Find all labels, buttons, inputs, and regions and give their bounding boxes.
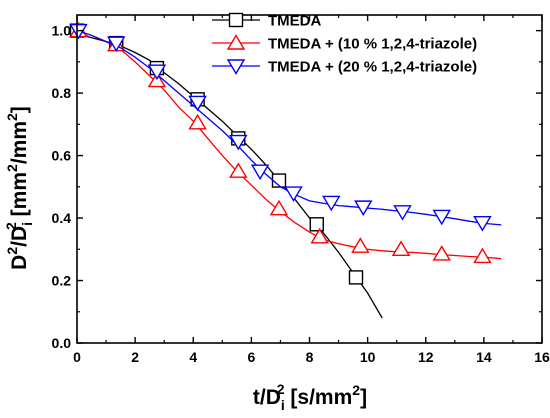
data-point — [473, 247, 492, 264]
x-tick-label: 10 — [360, 349, 376, 365]
data-point — [354, 200, 373, 216]
data-point — [393, 205, 412, 221]
data-point — [188, 113, 207, 130]
data-point — [322, 195, 341, 212]
data-point — [284, 186, 303, 202]
legend-item: TMEDA + (10 % 1,2,4-triazole) — [212, 34, 477, 53]
legend-marker — [228, 12, 244, 28]
y-tick-label: 0.4 — [52, 210, 72, 226]
axis-ticks: 0 2 4 6 8 10 12 14 16 0.0 0.2 0.4 0.6 0.8 1.0 — [52, 15, 550, 365]
x-tick-label: 2 — [131, 349, 139, 365]
legend-label: TMEDA + (10 % 1,2,4-triazole) — [268, 36, 477, 53]
x-tick-label: 4 — [189, 349, 197, 365]
series-2 — [69, 23, 502, 232]
y-tick-label: 0.2 — [52, 273, 72, 289]
data-point — [107, 36, 126, 52]
y-axis-title: D2/Di2 [mm2/mm2] — [3, 106, 35, 270]
data-point — [473, 216, 492, 232]
legend-item: TMEDA + (20 % 1,2,4-triazole) — [212, 59, 477, 76]
x-tick-label: 12 — [418, 349, 434, 365]
data-point — [229, 134, 248, 151]
data-point — [147, 64, 167, 81]
data-point — [250, 164, 270, 181]
y-tick-label: 1.0 — [52, 23, 72, 39]
legend-item: TMEDA — [212, 13, 321, 30]
y-tick-label: 0.0 — [52, 335, 72, 351]
data-point — [69, 23, 88, 40]
data-point — [351, 237, 370, 253]
series-line — [76, 30, 383, 319]
series-line — [76, 29, 502, 260]
data-point — [391, 240, 411, 256]
x-tick-label: 16 — [534, 349, 550, 365]
series-layer — [69, 21, 502, 319]
legend-label: TMEDA — [268, 13, 321, 30]
data-point — [269, 199, 289, 216]
legend: TMEDA TMEDA + (10 % 1,2,4-triazole) TMEDA … — [212, 13, 477, 76]
data-point — [310, 227, 329, 244]
data-point — [309, 217, 324, 232]
data-point — [348, 270, 364, 285]
data-point — [432, 245, 451, 261]
legend-marker — [226, 34, 246, 50]
x-tick-label: 14 — [476, 349, 492, 365]
y-tick-label: 0.6 — [52, 148, 72, 164]
x-tick-label: 8 — [306, 349, 314, 365]
y-tick-label: 0.8 — [52, 85, 72, 101]
x-tick-label: 0 — [73, 349, 81, 365]
data-point — [229, 162, 248, 178]
x-tick-label: 6 — [247, 349, 255, 365]
data-point — [432, 209, 451, 226]
legend-marker — [226, 59, 246, 75]
x-axis-title: t/Di2 [s/mm2] — [253, 381, 367, 413]
data-point — [188, 95, 207, 112]
legend-label: TMEDA + (20 % 1,2,4-triazole) — [268, 59, 477, 76]
